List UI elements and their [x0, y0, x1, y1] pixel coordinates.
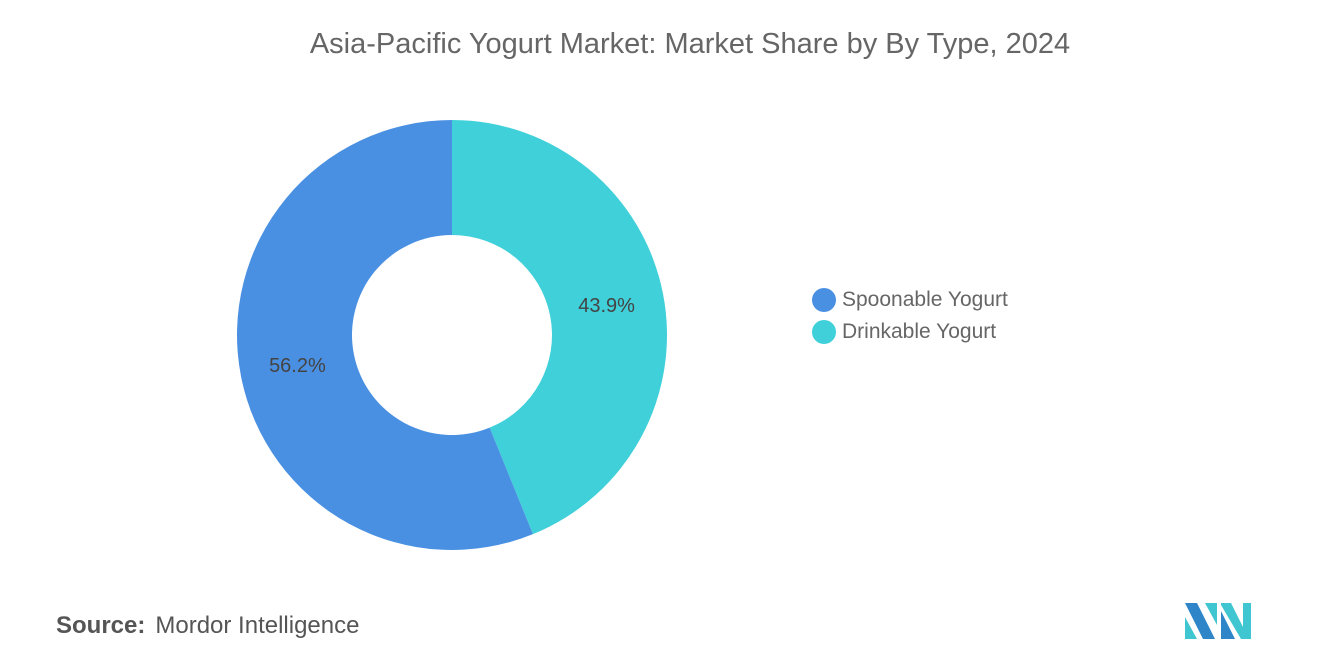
- mordor-logo: [1185, 603, 1251, 639]
- slice-drinkable-yogurt: [452, 120, 667, 535]
- legend-item-spoonable: Spoonable Yogurt: [812, 284, 1008, 316]
- source-label: Source:: [56, 612, 146, 639]
- source-note: Source: Mordor Intelligence: [56, 612, 359, 640]
- legend-swatch: [812, 288, 836, 312]
- data-label: 43.9%: [578, 295, 635, 317]
- chart-title: Asia-Pacific Yogurt Market: Market Share…: [309, 28, 1071, 60]
- legend-label: Drinkable Yogurt: [842, 320, 997, 343]
- legend-item-drinkable: Drinkable Yogurt: [812, 316, 1008, 348]
- slice-spoonable-yogurt: [236, 120, 533, 550]
- source-value: Mordor Intelligence: [155, 612, 360, 639]
- legend-label: Spoonable Yogurt: [842, 288, 1008, 311]
- data-label: 56.2%: [269, 355, 326, 377]
- legend-swatch: [812, 320, 836, 344]
- legend: Spoonable Yogurt Drinkable Yogurt: [812, 284, 1008, 348]
